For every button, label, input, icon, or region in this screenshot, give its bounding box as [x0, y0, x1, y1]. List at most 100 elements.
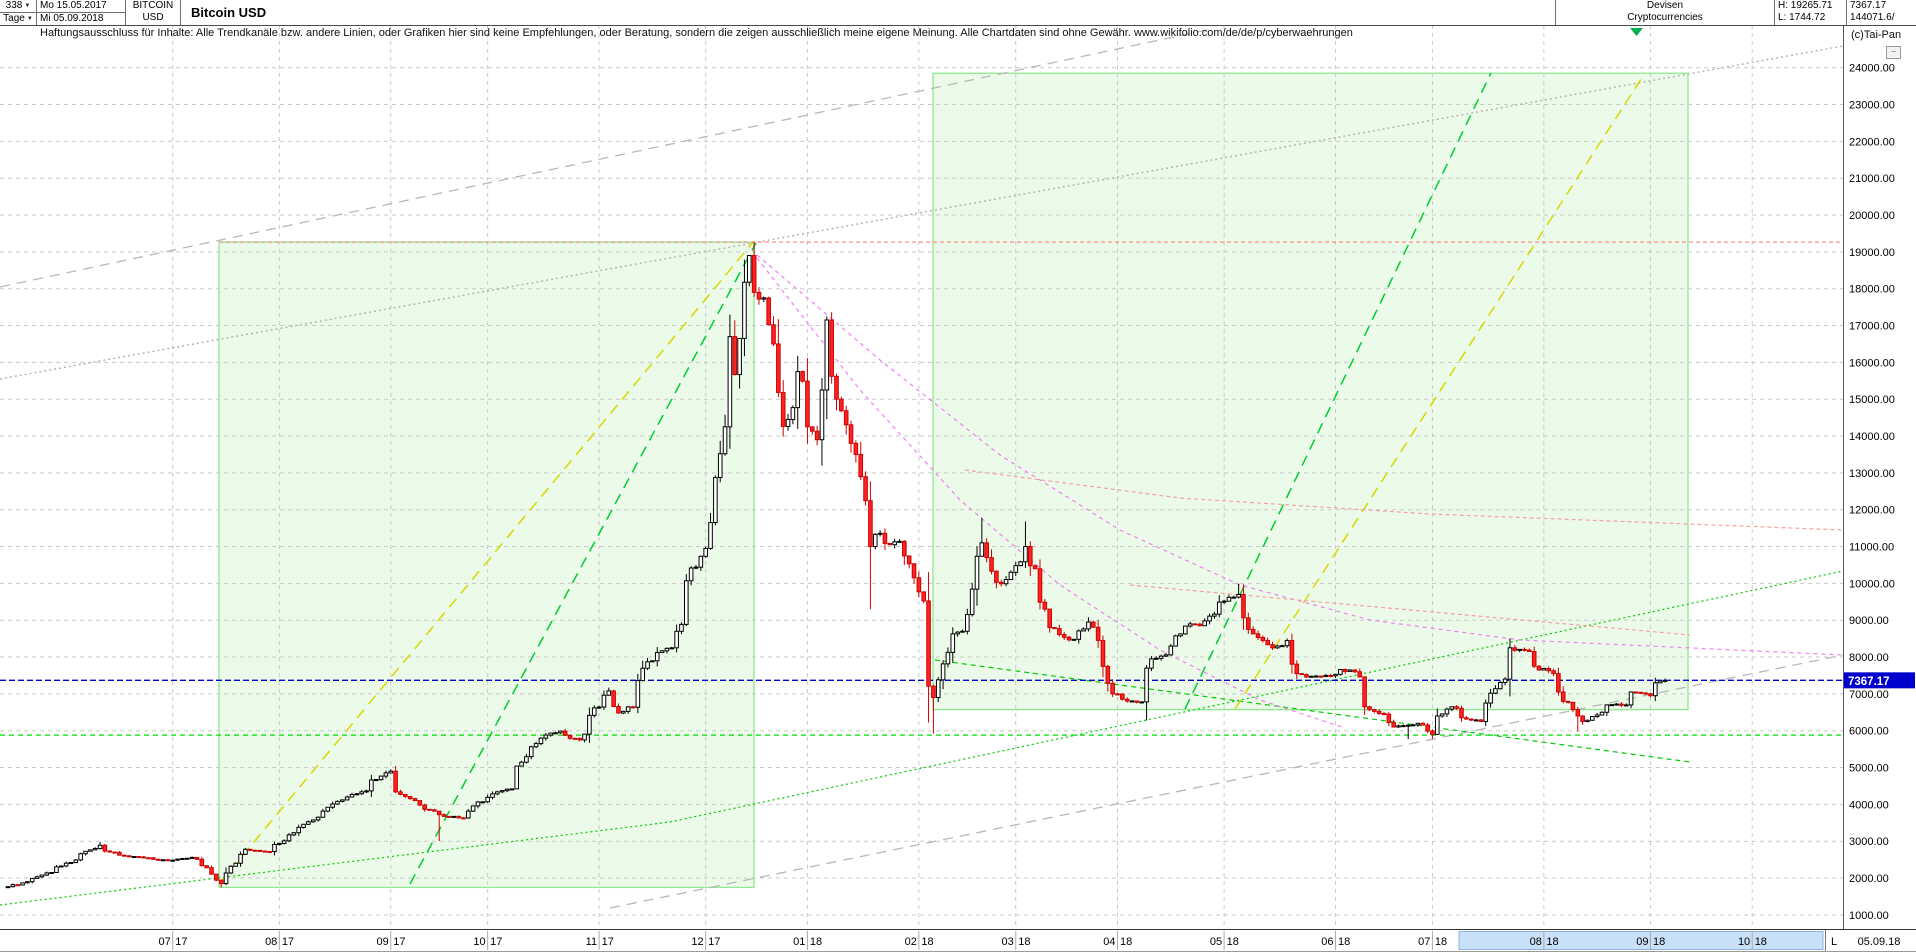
trend-box-2017-fill — [219, 242, 754, 888]
year-label: 18 — [1755, 936, 1767, 948]
price-tick-label: 20000.00 — [1849, 210, 1895, 222]
price-tick-label: 2000.00 — [1849, 873, 1889, 885]
chart-toolbar: 338 ▼ Tage ▼ Mo 15.05.2017 Mi 05.09.2018 B… — [0, 0, 1916, 26]
price-tick-label: 3000.00 — [1849, 836, 1889, 848]
low-value-label: L: 1744.72 — [1778, 12, 1826, 23]
subcategory-label: Cryptocurrencies — [1627, 12, 1703, 23]
trend-box-2018-fill — [933, 73, 1688, 710]
price-axis-bg — [1843, 25, 1916, 952]
green-fan-2017 — [409, 242, 757, 885]
year-label: 17 — [393, 936, 405, 948]
month-label: 07 — [158, 936, 170, 948]
bars-count-value: 338 — [5, 0, 23, 11]
trend-lines — [0, 28, 1843, 909]
price-tick-label: 5000.00 — [1849, 763, 1889, 775]
yellow-fan-2017 — [218, 240, 755, 885]
candlesticks[interactable] — [5, 242, 1668, 889]
yellow-fan-2018 — [1234, 72, 1646, 710]
price-tick-label: 22000.00 — [1849, 136, 1895, 148]
last-price-tag — [1844, 672, 1915, 689]
gray-dotted-peak-line — [0, 45, 1843, 380]
violet-fan-line-1 — [756, 254, 1843, 656]
price-tick-label: 10000.00 — [1849, 578, 1895, 590]
price-tick-label: 13000.00 — [1849, 468, 1895, 480]
trend-boxes — [218, 72, 1689, 889]
green-descending-line — [934, 659, 1691, 763]
year-label: 17 — [282, 936, 294, 948]
axes: 24000.00 23000.00 22000.00 21000.00 20000.00… — [0, 25, 1916, 952]
price-tick-label: 1000.00 — [1849, 910, 1889, 922]
year-label: 18 — [1120, 936, 1132, 948]
year-label: 18 — [810, 936, 822, 948]
month-label: 08 — [265, 936, 277, 948]
minimize-chart-button[interactable]: − — [1886, 46, 1901, 59]
year-label: 17 — [602, 936, 614, 948]
price-axis-labels: 24000.00 23000.00 22000.00 21000.00 20000.00… — [1849, 63, 1895, 922]
period-dropdown[interactable]: Tage ▼ — [0, 13, 36, 25]
high-value-label: H: 19265.71 — [1778, 0, 1833, 11]
month-label: 07 — [1418, 936, 1430, 948]
price-tick-label: 18000.00 — [1849, 284, 1895, 296]
price-tick-label: 9000.00 — [1849, 615, 1889, 627]
year-label: 17 — [708, 936, 720, 948]
gridlines — [0, 25, 1843, 929]
green-fan-2018 — [1184, 72, 1492, 710]
time-axis-bg — [0, 930, 1916, 952]
end-date-label: 05.09.18 — [1858, 936, 1901, 948]
price-tick-label: 12000.00 — [1849, 505, 1895, 517]
trend-box-2018-border — [932, 72, 1689, 711]
year-label: 18 — [1227, 936, 1239, 948]
month-label: 09 — [1636, 936, 1648, 948]
symbol-label: BITCOIN — [132, 0, 174, 11]
price-tick-label: 17000.00 — [1849, 321, 1895, 333]
caret-down-icon: ▼ — [26, 16, 33, 22]
last-price-tag-label: 7367.17 — [1848, 676, 1890, 688]
year-label: 18 — [1653, 936, 1665, 948]
period-value: Tage — [3, 13, 25, 24]
category-label: Devisen — [1646, 0, 1684, 11]
price-tick-label: 6000.00 — [1849, 726, 1889, 738]
gray-trendline-lower — [609, 654, 1843, 909]
price-tick-label: 14000.00 — [1849, 431, 1895, 443]
month-label: 10 — [1738, 936, 1750, 948]
price-tick-label: 23000.00 — [1849, 100, 1895, 112]
green-dotted-support-line — [0, 570, 1843, 906]
salmon-trendline-2 — [1129, 584, 1691, 636]
salmon-trendline-1 — [964, 469, 1843, 531]
bars-count-dropdown[interactable]: 338 ▼ — [0, 0, 36, 13]
price-tick-label: 19000.00 — [1849, 247, 1895, 259]
chart-title: Bitcoin USD — [191, 5, 267, 20]
year-label: 18 — [1338, 936, 1350, 948]
price-tick-label: 7000.00 — [1849, 689, 1889, 701]
time-axis-labels: 07 17 08 17 09 17 10 17 11 17 12 17 01 18 02 18 03 18 04 18… — [158, 931, 1767, 950]
year-label: 18 — [921, 936, 933, 948]
volume-header: 144071.6/ — [1850, 12, 1895, 23]
price-tick-label: 8000.00 — [1849, 652, 1889, 664]
caret-down-icon: ▼ — [24, 3, 31, 9]
plot-area — [0, 25, 1843, 929]
year-label: 18 — [1018, 936, 1030, 948]
month-label: 02 — [905, 936, 917, 948]
date-from-field[interactable]: Mo 15.05.2017 — [37, 0, 125, 13]
currency-label: USD — [142, 12, 164, 23]
copyright-label: (c)Tai-Pan — [1851, 29, 1902, 41]
year-label: 17 — [490, 936, 502, 948]
year-label: 18 — [1546, 936, 1558, 948]
year-label: 17 — [175, 936, 187, 948]
marker-lines — [0, 241, 1843, 736]
month-label: 12 — [691, 936, 703, 948]
month-label: 01 — [793, 936, 805, 948]
price-tick-label: 15000.00 — [1849, 394, 1895, 406]
month-label: 11 — [586, 936, 597, 948]
log-scale-button[interactable]: L — [1831, 936, 1837, 948]
price-tick-label: 16000.00 — [1849, 357, 1895, 369]
price-tick-label: 11000.00 — [1849, 542, 1894, 554]
month-label: 09 — [377, 936, 389, 948]
price-tick-label: 21000.00 — [1849, 173, 1895, 185]
visible-range-bar[interactable] — [1458, 931, 1824, 950]
year-label: 18 — [1435, 936, 1447, 948]
date-to-field[interactable]: Mi 05.09.2018 — [40, 13, 104, 24]
gray-trendline-upper — [0, 28, 1212, 288]
